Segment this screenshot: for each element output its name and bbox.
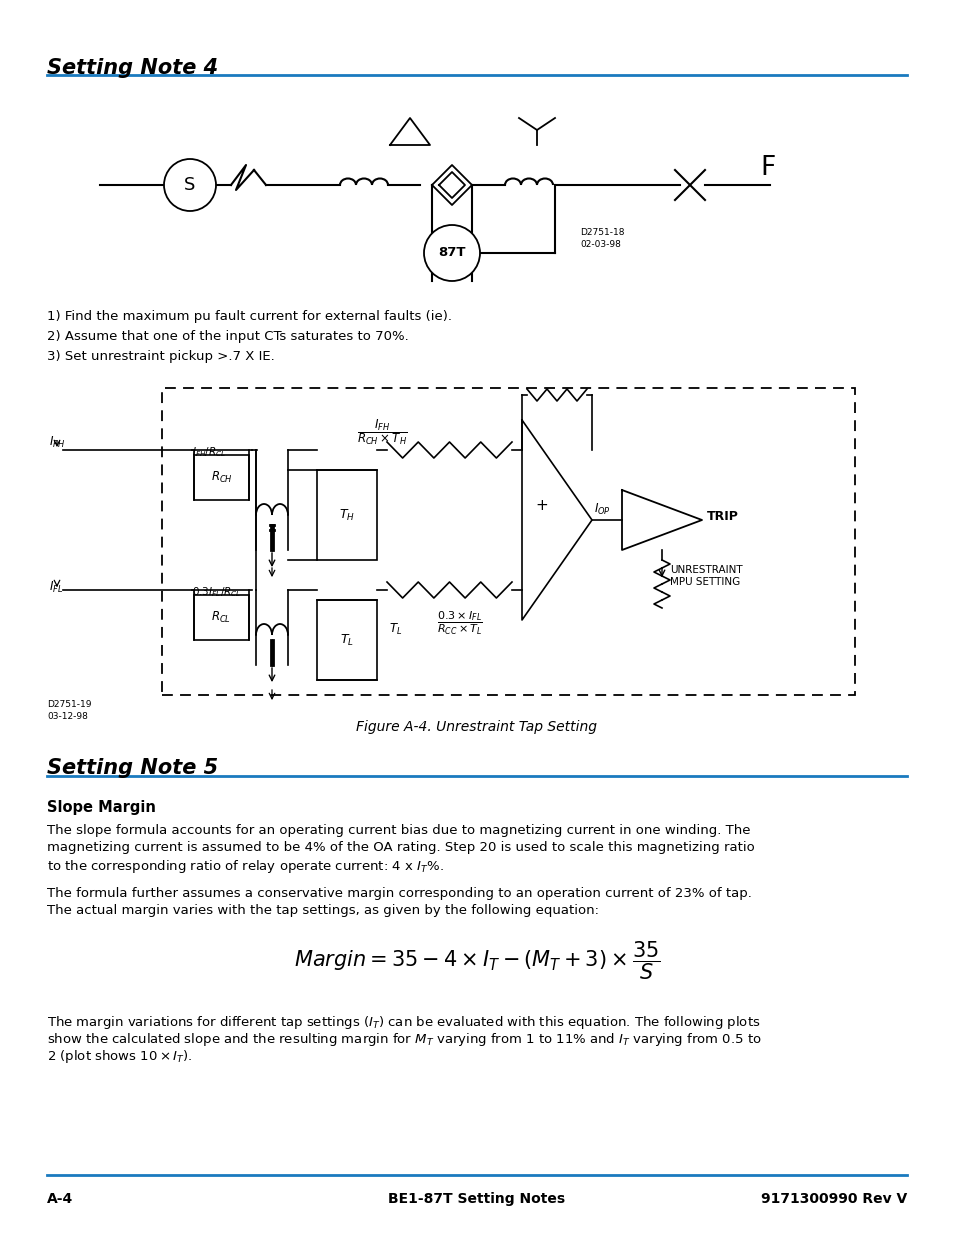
Text: BE1-87T Setting Notes: BE1-87T Setting Notes [388,1192,565,1207]
Text: 1) Find the maximum pu fault current for external faults (ie).: 1) Find the maximum pu fault current for… [47,310,452,324]
Text: 2 (plot shows $10\times I_T$).: 2 (plot shows $10\times I_T$). [47,1049,193,1065]
Text: $I_{FH}$: $I_{FH}$ [49,435,65,450]
Text: $\dfrac{0.3\times I_{FL}}{R_{CC}\times T_L}$: $\dfrac{0.3\times I_{FL}}{R_{CC}\times T… [436,610,482,637]
Text: 9171300990 Rev V: 9171300990 Rev V [760,1192,906,1207]
Circle shape [164,159,215,211]
Text: $I_{FH}/R_{CL}$: $I_{FH}/R_{CL}$ [192,445,226,458]
Text: $T_L$: $T_L$ [389,622,402,637]
Text: Slope Margin: Slope Margin [47,800,155,815]
Text: Setting Note 5: Setting Note 5 [47,758,218,778]
Text: The slope formula accounts for an operating current bias due to magnetizing curr: The slope formula accounts for an operat… [47,824,750,837]
Text: Setting Note 4: Setting Note 4 [47,58,218,78]
Text: D2751-19
03-12-98: D2751-19 03-12-98 [47,700,91,721]
Text: D2751-18
02-03-98: D2751-18 02-03-98 [579,228,624,248]
Text: Figure A-4. Unrestraint Tap Setting: Figure A-4. Unrestraint Tap Setting [356,720,597,734]
Text: The margin variations for different tap settings ($I_T$) can be evaluated with t: The margin variations for different tap … [47,1014,760,1031]
Text: to the corresponding ratio of relay operate current: 4 x $I_T$%.: to the corresponding ratio of relay oper… [47,858,443,876]
Text: 3) Set unrestraint pickup >.7 X IE.: 3) Set unrestraint pickup >.7 X IE. [47,350,274,363]
Text: 87T: 87T [437,247,465,259]
Text: magnetizing current is assumed to be 4% of the OA rating. Step 20 is used to sca: magnetizing current is assumed to be 4% … [47,841,754,853]
Text: $T_H$: $T_H$ [338,508,355,522]
Text: $R_{CL}$: $R_{CL}$ [212,610,232,625]
Circle shape [423,225,479,282]
Text: +: + [535,498,548,513]
Text: A-4: A-4 [47,1192,73,1207]
Text: UNRESTRAINT
MPU SETTING: UNRESTRAINT MPU SETTING [669,564,741,588]
Text: $\mathit{Margin}=35-4\times I_T-\left(M_T+3\right)\times\dfrac{35}{S}$: $\mathit{Margin}=35-4\times I_T-\left(M_… [294,940,659,982]
Text: TRIP: TRIP [706,510,739,524]
Text: $0.3I_{FL}/R_{CL}$: $0.3I_{FL}/R_{CL}$ [192,585,241,599]
Text: $T_L$: $T_L$ [339,632,354,647]
Text: The formula further assumes a conservative margin corresponding to an operation : The formula further assumes a conservati… [47,887,751,900]
Text: 2) Assume that one of the input CTs saturates to 70%.: 2) Assume that one of the input CTs satu… [47,330,408,343]
Text: F: F [760,156,775,182]
Text: S: S [184,177,195,194]
Text: The actual margin varies with the tap settings, as given by the following equati: The actual margin varies with the tap se… [47,904,598,918]
Text: $I_{FL}$: $I_{FL}$ [49,580,63,595]
Text: $R_{CH}$: $R_{CH}$ [211,471,233,485]
Text: $\dfrac{I_{FH}}{R_{CH}\times T_H}$: $\dfrac{I_{FH}}{R_{CH}\times T_H}$ [356,417,407,447]
Text: show the calculated slope and the resulting margin for $M_T$ varying from 1 to 1: show the calculated slope and the result… [47,1031,761,1049]
Text: $I_{OP}$: $I_{OP}$ [594,501,610,517]
